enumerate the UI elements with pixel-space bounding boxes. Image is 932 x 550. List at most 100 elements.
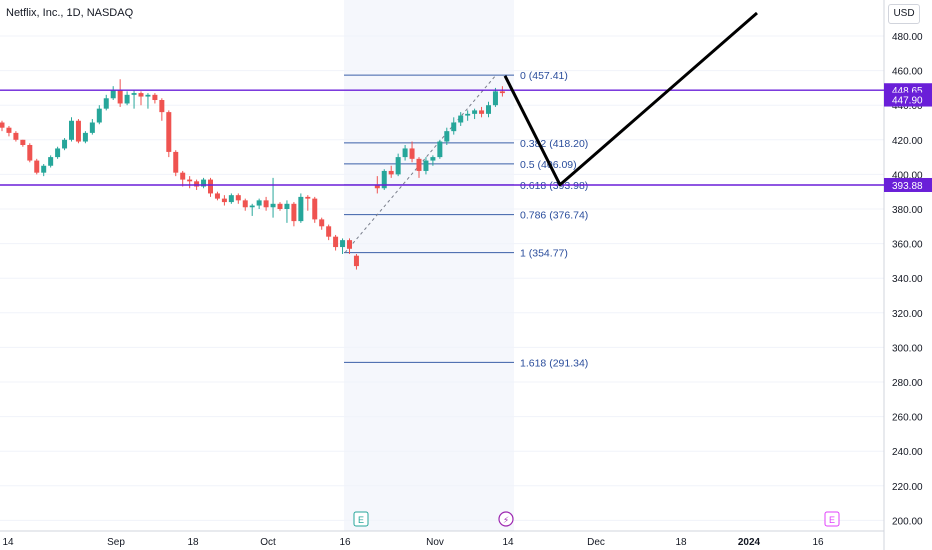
candle-body (117, 89, 123, 104)
candle-body (62, 139, 68, 149)
y-tick-label: 360.00 (892, 240, 923, 251)
fib-level-label: 0.618 (393.98) (520, 180, 588, 192)
candle-body (48, 157, 54, 166)
candle-body (263, 200, 269, 208)
candle-body (430, 157, 436, 161)
x-tick-label: Sep (107, 537, 125, 548)
candle-body (472, 110, 478, 114)
y-tick-label: 440.00 (892, 101, 923, 112)
candle-body (305, 196, 311, 199)
earnings-marker (824, 511, 840, 527)
candle-body (353, 255, 359, 267)
candle-body (270, 203, 276, 208)
candle-body (326, 226, 332, 237)
candle-body (465, 113, 471, 116)
candle-body (451, 122, 457, 132)
candle-body (201, 179, 207, 187)
y-tick-label: 260.00 (892, 413, 923, 424)
x-tick-label: 18 (187, 537, 199, 548)
candle-body (166, 112, 172, 152)
fib-level-label: 0.786 (376.74) (520, 210, 588, 222)
candle-body (312, 198, 318, 220)
dividend-marker-label: ⚡ (503, 515, 509, 525)
candle-body (131, 93, 137, 95)
candle-body (284, 203, 290, 209)
y-tick-label: 460.00 (892, 67, 923, 78)
candle-body (27, 144, 33, 161)
y-tick-label: 280.00 (892, 378, 923, 389)
candle-body (13, 132, 19, 140)
candle-body (492, 91, 498, 106)
candle-body (333, 236, 339, 248)
y-tick-label: 400.00 (892, 170, 923, 181)
candle-body (187, 179, 193, 182)
candle-body (416, 158, 422, 171)
currency-button[interactable]: USD (888, 4, 920, 24)
x-tick-label: Oct (260, 537, 276, 548)
candle-body (96, 108, 102, 123)
candle-body (423, 160, 429, 171)
candle-body (444, 131, 450, 142)
price-tag-label: 393.88 (892, 181, 923, 192)
candle-body (110, 89, 116, 99)
candle-body (180, 172, 186, 180)
candle-body (159, 100, 165, 113)
candle-body (291, 203, 297, 222)
candle-body (256, 200, 262, 206)
candle-body (145, 94, 151, 97)
x-tick-label: Nov (426, 537, 444, 548)
candle-body (124, 94, 130, 104)
candle-body (319, 219, 325, 227)
candle-body (458, 115, 464, 123)
candle-body (402, 148, 408, 158)
candle-body (69, 120, 74, 140)
fib-level-label: 1.618 (291.34) (520, 357, 588, 369)
candle-body (249, 205, 255, 208)
candle-body (228, 195, 234, 203)
fib-level-label: 0.382 (418.20) (520, 138, 588, 150)
dividend-marker (498, 511, 514, 527)
y-tick-label: 380.00 (892, 205, 923, 216)
y-tick-label: 480.00 (892, 32, 923, 43)
x-tick-label: 14 (2, 537, 14, 548)
fib-zone-shade (344, 0, 514, 531)
candle-body (235, 195, 241, 201)
price-tag-label: 448.65 (892, 86, 923, 97)
candle-body (340, 240, 346, 248)
y-tick-label: 420.00 (892, 136, 923, 147)
projection-path (503, 11, 758, 187)
candle-body (173, 151, 179, 173)
symbol-title[interactable]: Netflix, Inc., 1D, NASDAQ (6, 7, 134, 19)
candle-body (41, 165, 47, 173)
y-tick-label: 200.00 (892, 516, 923, 527)
y-tick-label: 320.00 (892, 309, 923, 320)
x-tick-label: 14 (502, 537, 514, 548)
candle-body (221, 198, 227, 203)
candle-body (208, 179, 213, 194)
candle-body (347, 240, 352, 249)
candle-body (34, 160, 40, 173)
candle-body (89, 122, 95, 133)
last-price-tag (884, 92, 932, 107)
last-price-label: 447.90 (892, 96, 923, 107)
candle-body (152, 94, 158, 101)
candle-body (479, 110, 485, 114)
candle-body (194, 181, 200, 187)
candle-body (437, 141, 443, 158)
candle-body (20, 139, 26, 145)
earnings-marker-label: E (829, 515, 835, 525)
candle-body (214, 193, 220, 199)
candle-body (409, 148, 415, 159)
price-tag (884, 177, 932, 192)
x-tick-label: 18 (675, 537, 687, 548)
x-tick-label: 16 (339, 537, 351, 548)
x-tick-label: 2024 (738, 537, 761, 548)
candle-body (138, 93, 144, 97)
x-tick-label: Dec (587, 537, 605, 548)
candle-body (0, 122, 5, 128)
candle-body (55, 148, 61, 158)
candle-body (381, 170, 387, 189)
x-tick-label: 16 (812, 537, 824, 548)
candle-body (103, 98, 109, 109)
